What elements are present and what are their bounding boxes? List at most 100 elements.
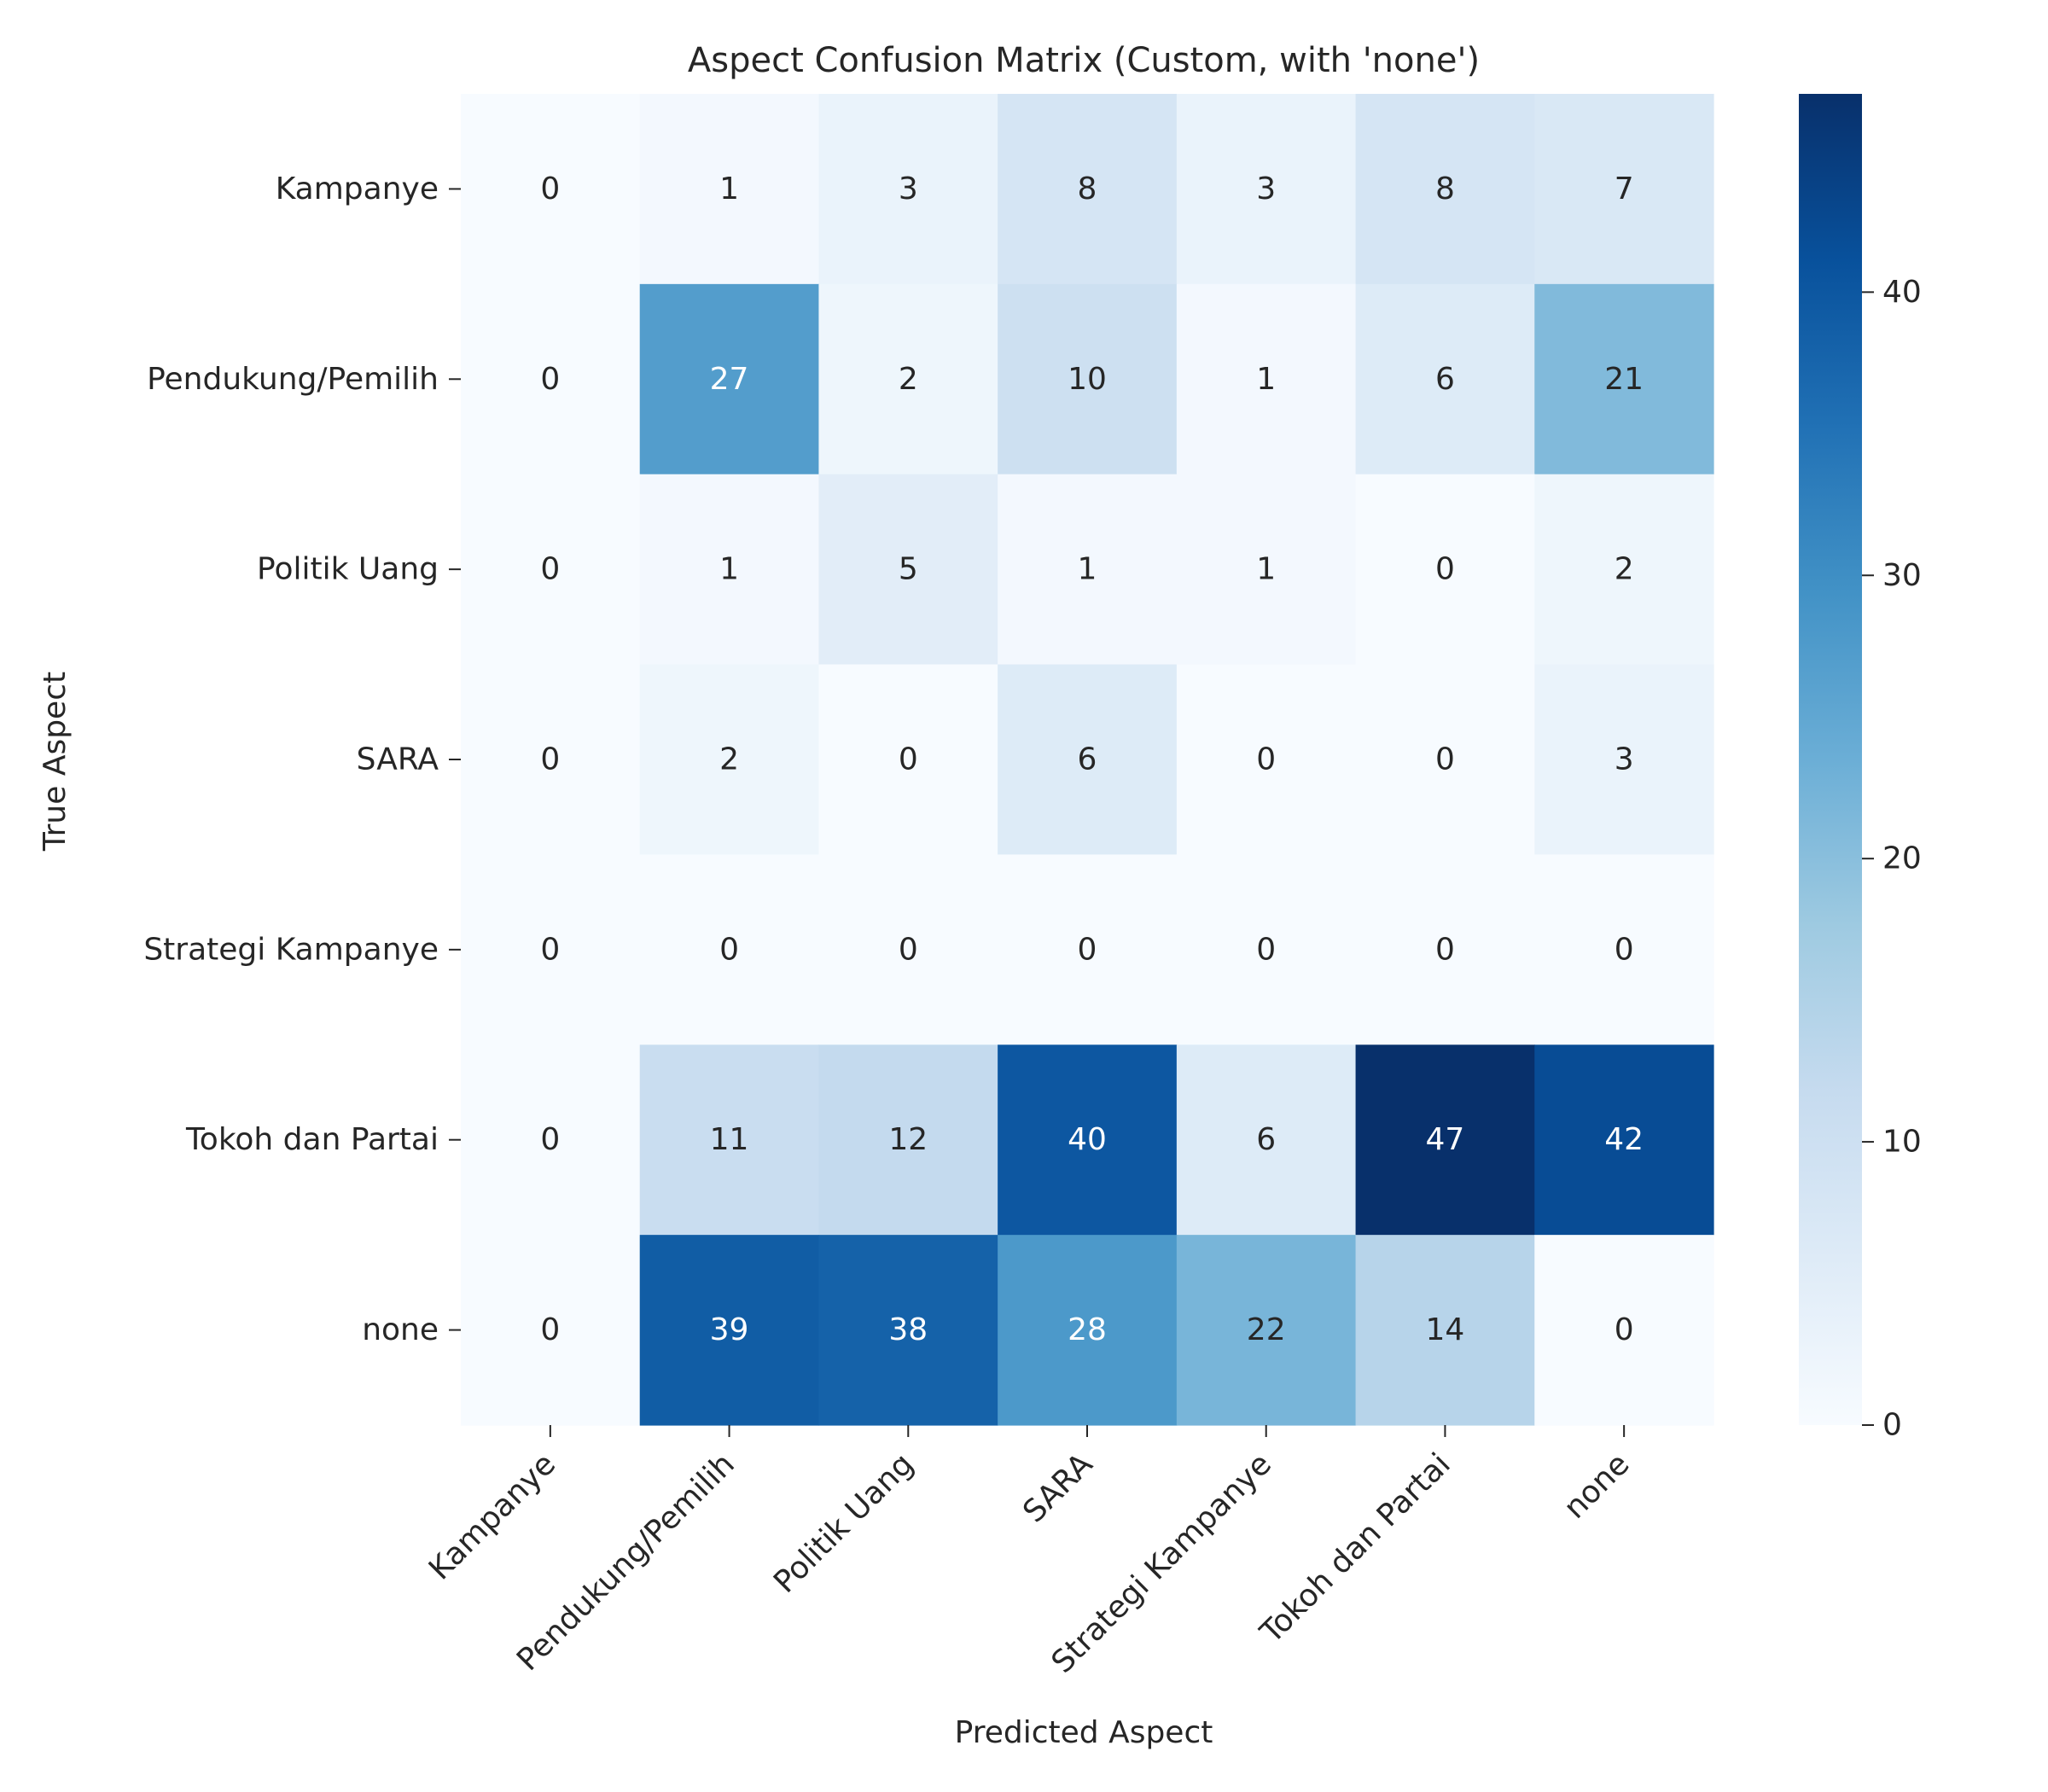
colorbar-tick-label: 30 [1882,558,1922,593]
cell-value-label: 2 [899,362,918,397]
cell-value-label: 12 [888,1122,928,1157]
heatmap-cell [639,1235,820,1426]
heatmap-cell [461,1044,641,1236]
cell-value-label: 3 [1615,742,1634,777]
heatmap-cells [461,94,1714,1426]
cell-value-label: 6 [1435,362,1455,397]
heatmap-cell [818,1044,998,1236]
cell-value-label: 42 [1604,1122,1644,1157]
heatmap-cell [639,854,820,1045]
cell-value-label: 0 [1256,742,1276,777]
heatmap-cell [818,854,998,1045]
cell-value-label: 11 [710,1122,749,1157]
x-tick-label: Tokoh dan Partai [1254,1446,1457,1650]
heatmap-cell [639,283,820,475]
colorbar-tick-label: 10 [1882,1125,1922,1160]
cell-value-label: 14 [1426,1312,1465,1347]
cell-value-label: 21 [1604,362,1644,397]
cell-value-label: 38 [888,1312,928,1347]
heatmap-cell [1534,1235,1714,1426]
heatmap-cell [818,664,998,856]
cell-value-label: 1 [1256,362,1276,397]
heatmap-cell [998,94,1178,285]
cell-value-label: 0 [1615,1312,1634,1347]
x-tick-label: SARA [1016,1446,1099,1529]
cell-value-label: 8 [1078,172,1097,207]
cell-value-label: 0 [719,932,739,967]
cell-value-label: 0 [540,932,560,967]
heatmap-cell [461,854,641,1045]
heatmap-cell [1176,283,1357,475]
y-tick-label: Kampanye [276,172,439,207]
cell-value-label: 27 [710,362,749,397]
cell-value-label: 0 [1435,742,1455,777]
heatmap-cell [998,1044,1178,1236]
heatmap-cell [1355,664,1535,856]
cell-value-label: 28 [1068,1312,1107,1347]
x-tick-label: Politik Uang [767,1446,921,1600]
heatmap-cell [998,1235,1178,1426]
colorbar-tick-label: 40 [1882,275,1922,310]
cell-value-label: 0 [540,552,560,587]
cell-value-label: 0 [1256,932,1276,967]
cell-value-label: 1 [719,552,739,587]
heatmap-cell [1534,854,1714,1045]
heatmap-cell [1534,283,1714,475]
cell-value-label: 6 [1078,742,1097,777]
cell-value-label: 0 [1615,932,1634,967]
heatmap-cell [1355,283,1535,475]
cell-value-label: 0 [1435,552,1455,587]
cell-value-label: 1 [1256,552,1276,587]
heatmap-cell [639,94,820,285]
cell-value-label: 3 [1256,172,1276,207]
heatmap-cell [1176,664,1357,856]
heatmap-cell [818,474,998,666]
cell-value-label: 0 [540,172,560,207]
heatmap-cell [998,283,1178,475]
heatmap-cell [1355,1235,1535,1426]
heatmap-cell [639,664,820,856]
cell-value-label: 0 [899,742,918,777]
heatmap-cell [818,1235,998,1426]
chart-title: Aspect Confusion Matrix (Custom, with 'n… [688,41,1480,80]
heatmap-cell [639,474,820,666]
cell-value-label: 8 [1435,172,1455,207]
heatmap-cell [1176,1044,1357,1236]
cell-value-label: 2 [719,742,739,777]
heatmap-cell [461,474,641,666]
cell-value-label: 1 [719,172,739,207]
heatmap-cell [1176,94,1357,285]
cell-value-label: 7 [1615,172,1634,207]
heatmap-cell [1176,474,1357,666]
cell-value-label: 2 [1615,552,1634,587]
y-tick-label: SARA [357,742,439,777]
heatmap-cell [1176,854,1357,1045]
heatmap-cell [998,854,1178,1045]
heatmap-cell [1534,474,1714,666]
y-tick-label: Strategi Kampanye [143,932,439,967]
heatmap-cell [1534,1044,1714,1236]
heatmap-cell [461,283,641,475]
y-tick-label: Pendukung/Pemilih [147,362,439,397]
x-tick-label: Kampanye [422,1446,562,1586]
cell-value-label: 0 [540,1122,560,1157]
y-tick-label: Tokoh dan Partai [185,1122,439,1157]
cell-value-label: 0 [540,1312,560,1347]
heatmap-cell [461,1235,641,1426]
x-tick-label: none [1557,1446,1636,1525]
cell-value-label: 3 [899,172,918,207]
cell-value-label: 0 [1435,932,1455,967]
heatmap-cell [1176,1235,1357,1426]
colorbar-tick-label: 0 [1882,1408,1902,1443]
heatmap-cell [1355,94,1535,285]
cell-value-label: 39 [710,1312,749,1347]
heatmap-cell [998,474,1178,666]
heatmap-cell [1355,854,1535,1045]
y-axis-label: True Aspect [38,672,73,852]
cell-value-label: 0 [540,742,560,777]
heatmap-cell [461,94,641,285]
heatmap-cell [998,664,1178,856]
heatmap-cell [1355,1044,1535,1236]
